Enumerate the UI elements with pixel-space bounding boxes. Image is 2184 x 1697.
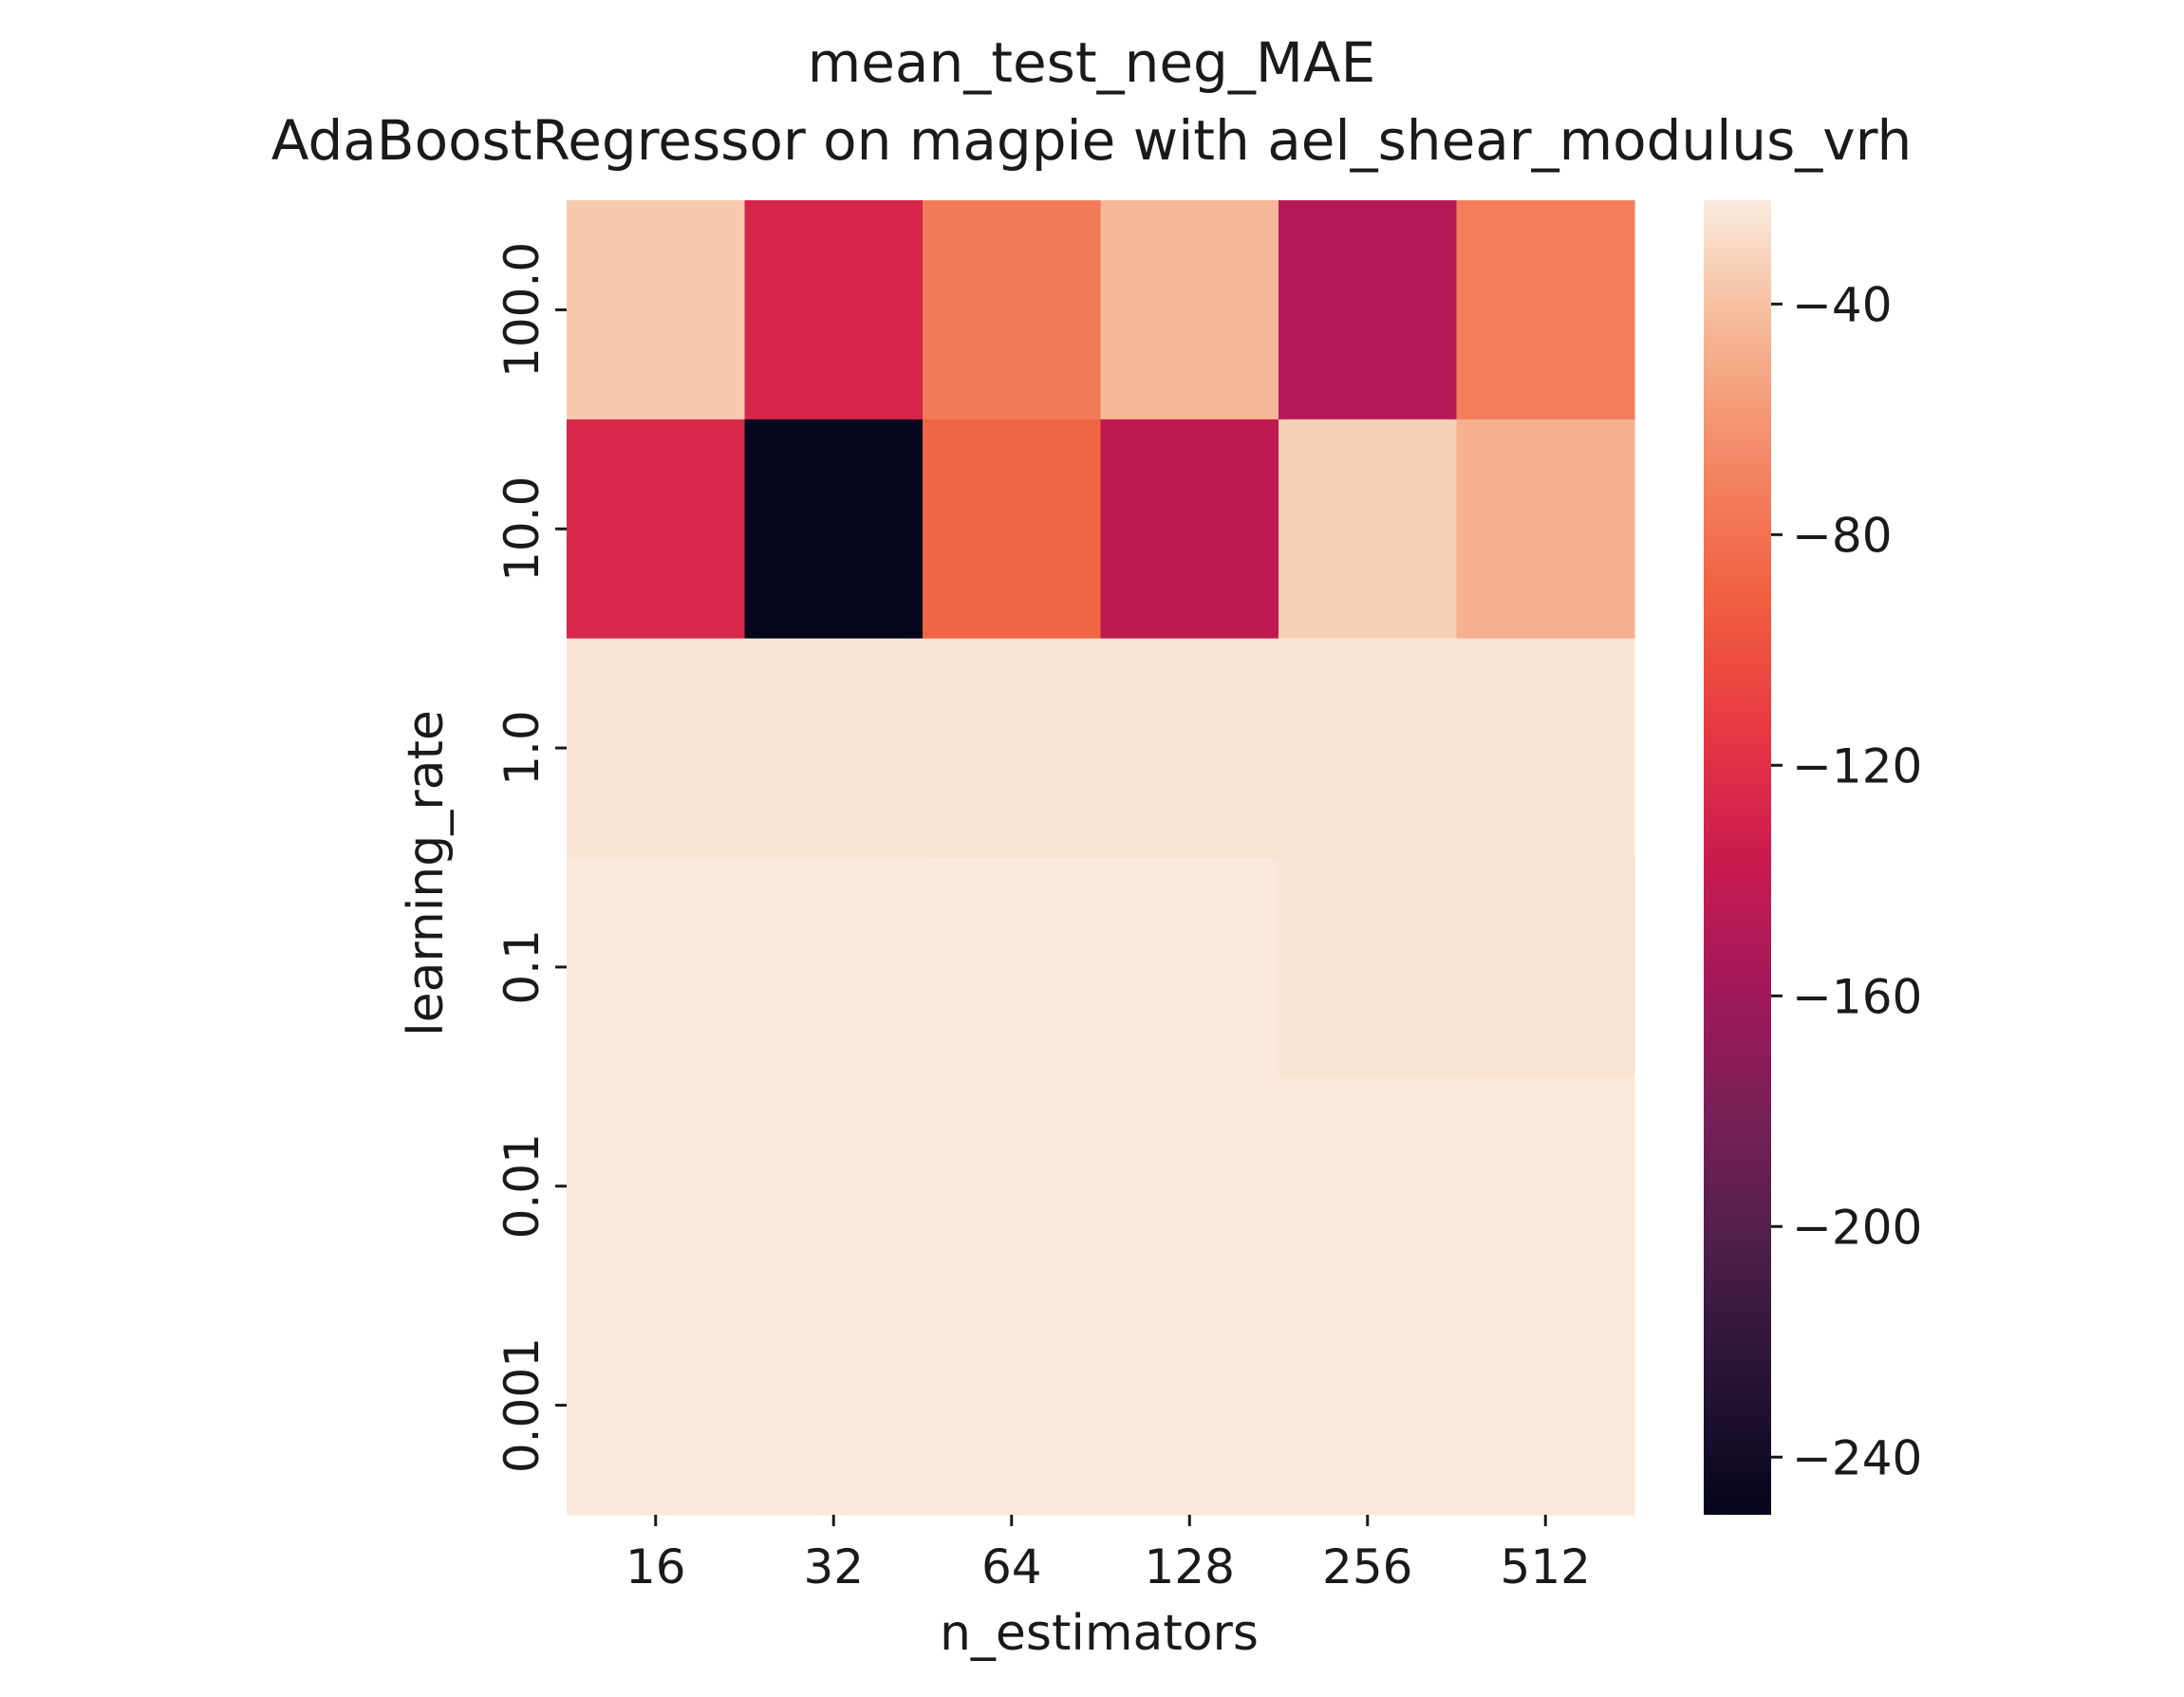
x-tick-label: 128 bbox=[1145, 1539, 1235, 1594]
colorbar-tick-label: −240 bbox=[1792, 1430, 1922, 1485]
heatmap-cell bbox=[1456, 419, 1635, 640]
heatmap-cell bbox=[744, 1296, 924, 1516]
heatmap-cell bbox=[1456, 638, 1635, 859]
x-tick-label: 64 bbox=[981, 1539, 1042, 1594]
x-tick-label: 512 bbox=[1501, 1539, 1591, 1594]
x-axis-ticks: 16 32 64 128 256 512 bbox=[625, 1515, 1591, 1594]
heatmap-cell bbox=[1100, 1076, 1279, 1296]
chart-title: mean_test_neg_MAE bbox=[808, 30, 1376, 95]
y-tick-label: 100.0 bbox=[495, 242, 550, 378]
y-axis-label: learning_rate bbox=[398, 710, 455, 1036]
colorbar-tick-label: −40 bbox=[1792, 277, 1893, 332]
colorbar-ticks: −40 −80 −120 −160 −200 −240 bbox=[1771, 277, 1922, 1485]
heatmap-cell bbox=[1279, 638, 1458, 859]
heatmap-cell bbox=[923, 200, 1102, 420]
y-tick-label: 1.0 bbox=[495, 710, 550, 786]
y-tick-label: 0.001 bbox=[495, 1337, 550, 1473]
heatmap-cell bbox=[1100, 857, 1279, 1077]
heatmap-cell bbox=[1279, 419, 1458, 640]
x-tick-label: 32 bbox=[803, 1539, 864, 1594]
heatmap-cells bbox=[567, 200, 1635, 1516]
heatmap-cell bbox=[567, 200, 746, 420]
heatmap-cell bbox=[1279, 1076, 1458, 1296]
heatmap-cell bbox=[567, 1076, 746, 1296]
x-tick-label: 16 bbox=[625, 1539, 686, 1594]
colorbar-tick-label: −120 bbox=[1792, 738, 1922, 793]
heatmap-cell bbox=[923, 1076, 1102, 1296]
heatmap-cell bbox=[1100, 1296, 1279, 1516]
chart-subtitle: AdaBoostRegressor on magpie with ael_she… bbox=[271, 108, 1912, 173]
heatmap-cell bbox=[923, 857, 1102, 1077]
x-tick-label: 256 bbox=[1322, 1539, 1412, 1594]
heatmap-cell bbox=[1100, 419, 1279, 640]
y-axis-ticks: 100.0 10.0 1.0 0.1 0.01 0.001 bbox=[495, 242, 567, 1473]
heatmap-cell bbox=[923, 1296, 1102, 1516]
colorbar bbox=[1704, 200, 1771, 1515]
heatmap-cell bbox=[1456, 1296, 1635, 1516]
colorbar-tick-label: −80 bbox=[1792, 508, 1893, 563]
y-tick-label: 10.0 bbox=[495, 476, 550, 582]
heatmap-cell bbox=[744, 857, 924, 1077]
heatmap-cell bbox=[567, 638, 746, 859]
colorbar-tick-label: −160 bbox=[1792, 969, 1922, 1024]
heatmap-cell bbox=[923, 638, 1102, 859]
colorbar-tick-label: −200 bbox=[1792, 1200, 1922, 1255]
heatmap-cell bbox=[1100, 638, 1279, 859]
heatmap-cell bbox=[567, 1296, 746, 1516]
y-tick-label: 0.1 bbox=[495, 929, 550, 1005]
heatmap-cell bbox=[744, 638, 924, 859]
heatmap-cell bbox=[744, 419, 924, 640]
heatmap-cell bbox=[1100, 200, 1279, 420]
heatmap-cell bbox=[923, 419, 1102, 640]
heatmap-cell bbox=[744, 200, 924, 420]
heatmap-cell bbox=[1279, 200, 1458, 420]
heatmap-cell bbox=[1456, 200, 1635, 420]
heatmap-cell bbox=[1279, 1296, 1458, 1516]
heatmap-cell bbox=[567, 419, 746, 640]
heatmap-cell bbox=[567, 857, 746, 1077]
heatmap-cell bbox=[744, 1076, 924, 1296]
y-tick-label: 0.01 bbox=[495, 1133, 550, 1239]
heatmap-cell bbox=[1456, 857, 1635, 1077]
x-axis-label: n_estimators bbox=[940, 1605, 1259, 1662]
heatmap-cell bbox=[1456, 1076, 1635, 1296]
heatmap-cell bbox=[1279, 857, 1458, 1077]
